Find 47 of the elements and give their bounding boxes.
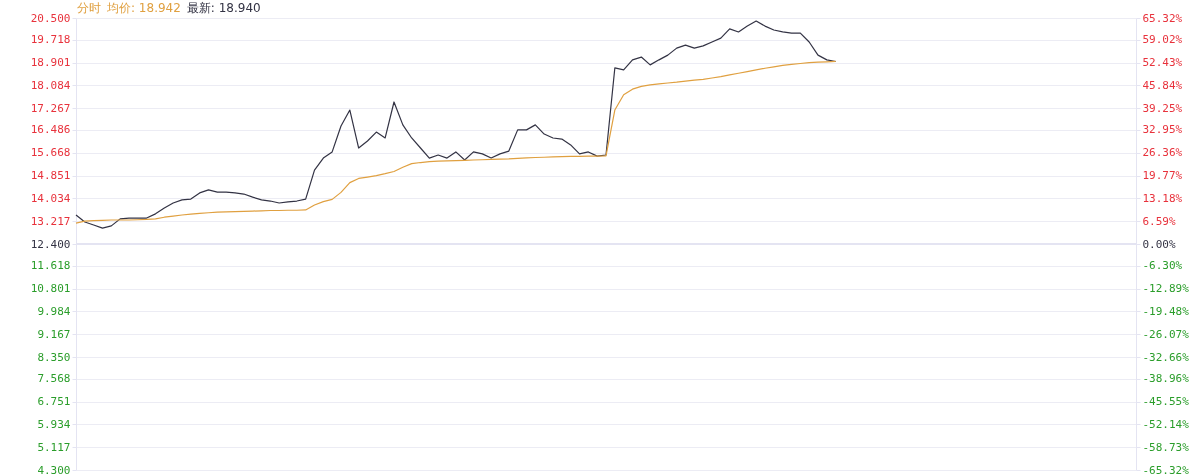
y2-tick-label: 13.18% [1142, 191, 1183, 205]
y-tick-label: 18.901 [30, 56, 71, 70]
y-tick-label: 8.350 [37, 350, 71, 364]
y2-tick-label: -58.73% [1142, 440, 1190, 454]
y2-tick-label: 0.00% [1142, 237, 1176, 251]
y2-tick-label: 32.95% [1142, 123, 1183, 137]
y2-tick-label: -6.30% [1142, 259, 1183, 273]
y-tick-label: 15.668 [30, 146, 71, 160]
y2-tick-label: -32.66% [1142, 350, 1190, 364]
y2-tick-label: -19.48% [1142, 304, 1190, 318]
y-tick-label: 9.167 [37, 327, 71, 341]
y2-tick-label: 59.02% [1142, 33, 1183, 47]
y-tick-label: 16.486 [30, 123, 71, 137]
y2-tick-label: 6.59% [1142, 214, 1176, 228]
y-tick-label: 10.801 [30, 282, 71, 296]
y2-tick-label: 65.32% [1142, 11, 1183, 25]
y-tick-label: 13.217 [30, 214, 71, 228]
y2-tick-label: -38.96% [1142, 372, 1190, 386]
y2-tick-label: 26.36% [1142, 146, 1183, 160]
y-tick-label: 12.400 [30, 237, 71, 251]
y2-tick-label: -26.07% [1142, 327, 1190, 341]
y2-tick-label: -65.32% [1142, 463, 1190, 475]
text: 最新: 18.940 [186, 1, 261, 15]
y-tick-label: 14.034 [30, 191, 71, 205]
text: 均价: 18.942 [107, 1, 181, 15]
y2-tick-label: -12.89% [1142, 282, 1190, 296]
y-tick-label: 5.117 [37, 440, 71, 454]
y-tick-label: 9.984 [37, 304, 71, 318]
y-tick-label: 6.751 [37, 395, 71, 409]
y-tick-label: 11.618 [30, 259, 71, 273]
chart-title: 分时 [77, 1, 101, 15]
line-series [75, 60, 837, 224]
y-tick-label: 20.500 [30, 11, 71, 25]
y2-tick-label: 52.43% [1142, 56, 1183, 70]
y2-tick-label: -45.55% [1142, 395, 1190, 409]
y-tick-label: 19.718 [30, 33, 71, 47]
y2-tick-label: 45.84% [1142, 78, 1183, 92]
y-tick-label: 5.934 [37, 417, 71, 431]
y-tick-label: 4.300 [37, 463, 71, 475]
y2-tick-label: -52.14% [1142, 417, 1190, 431]
y2-tick-label: 39.25% [1142, 101, 1183, 115]
y-tick-label: 7.568 [37, 372, 71, 386]
line-series [75, 20, 837, 229]
y-tick-label: 18.084 [30, 78, 71, 92]
y2-tick-label: 19.77% [1142, 169, 1183, 183]
y-tick-label: 14.851 [30, 169, 71, 183]
y-tick-label: 17.267 [30, 101, 71, 115]
